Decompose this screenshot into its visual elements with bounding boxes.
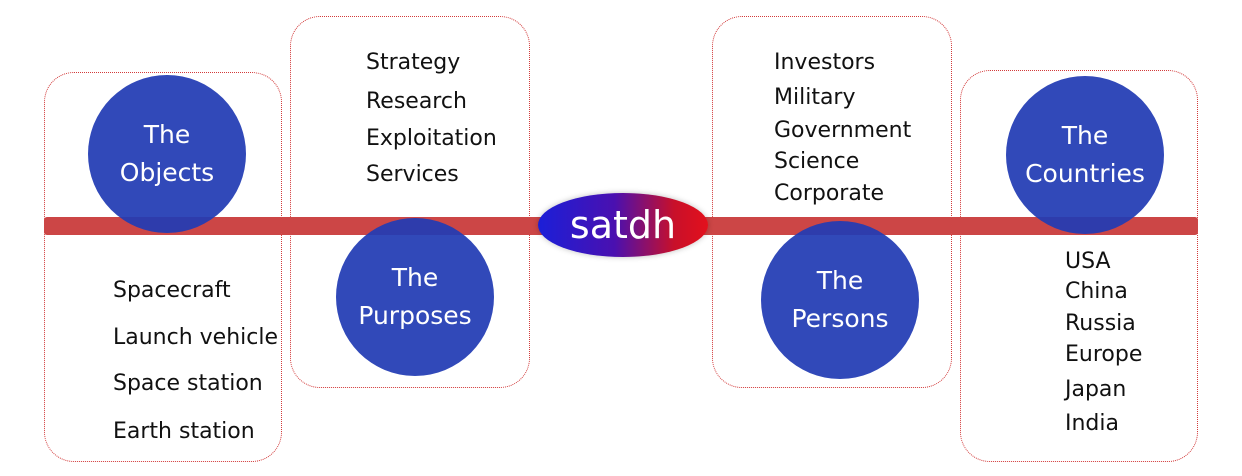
node-label-line1: The	[816, 266, 864, 295]
node-label-line1: The	[143, 120, 191, 149]
list-item: Investors	[774, 50, 876, 75]
list-item: China	[1065, 279, 1128, 304]
list-item: Services	[366, 162, 459, 187]
list-item: Exploitation	[366, 126, 497, 151]
list-item: Government	[774, 118, 912, 143]
list-item: Japan	[1065, 377, 1127, 402]
persons-node: The Persons	[761, 221, 919, 379]
list-item: Spacecraft	[113, 278, 231, 303]
list-item: Research	[366, 89, 467, 114]
list-item: Launch vehicle	[113, 325, 279, 350]
list-item: India	[1065, 411, 1119, 436]
list-item: Russia	[1065, 311, 1136, 336]
objects-node: The Objects	[88, 75, 246, 233]
node-label-line2: Countries	[1025, 159, 1145, 188]
objects-frame	[44, 72, 282, 462]
list-item: Europe	[1065, 342, 1143, 367]
list-item: Earth station	[113, 419, 255, 444]
node-label-line2: Purposes	[358, 301, 472, 330]
countries-frame	[960, 70, 1198, 462]
list-item: Strategy	[366, 50, 461, 75]
countries-node: The Countries	[1006, 76, 1164, 234]
persons-frame	[712, 16, 952, 388]
purposes-node: The Purposes	[336, 218, 494, 376]
node-label-line2: Objects	[119, 158, 215, 187]
node-label-line1: The	[1061, 121, 1109, 150]
logo-text: satdh	[569, 203, 677, 247]
satdh-logo: satdh	[538, 193, 708, 257]
node-label-line2: Persons	[791, 304, 889, 333]
list-item: USA	[1065, 249, 1111, 274]
list-item: Space station	[113, 371, 263, 396]
node-label-line1: The	[391, 263, 439, 292]
list-item: Military	[774, 85, 856, 110]
purposes-frame	[290, 16, 530, 388]
list-item: Corporate	[774, 181, 884, 206]
list-item: Science	[774, 149, 860, 174]
